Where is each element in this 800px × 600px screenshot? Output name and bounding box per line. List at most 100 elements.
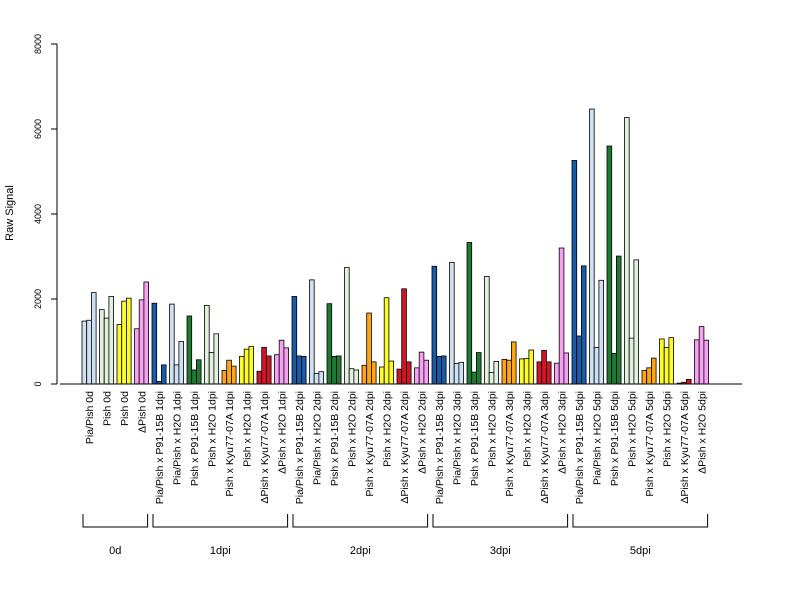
bar — [309, 279, 315, 385]
group-label: 0d — [109, 545, 121, 557]
bar — [169, 303, 175, 385]
x-tick-labels: Pia/Pish 0d Pish 0d Pish 0d ΔPish 0d Pia/Pis… — [84, 391, 709, 504]
bar — [265, 355, 272, 385]
x-tick-label: Pish x H2O 5dpi — [627, 391, 639, 467]
bar — [651, 357, 657, 385]
bar — [344, 267, 350, 385]
bar — [431, 265, 438, 385]
bar — [108, 296, 115, 385]
bar — [611, 352, 617, 385]
bar — [624, 117, 630, 385]
x-tick-label: Pish x H2O 2dpi — [382, 391, 394, 467]
x-tick-label: Pia/Pish x P91-15B 5dpi — [574, 391, 586, 504]
x-tick-label: ΔPish x Kyu77-07A 3dpi — [539, 391, 551, 504]
x-tick-label: Pish x Kyu77-07A 1dpi — [224, 391, 236, 497]
bar — [396, 368, 403, 385]
y-tick-label: 4000 — [33, 204, 43, 224]
bar — [318, 371, 324, 385]
bar — [126, 297, 132, 385]
bar — [283, 347, 289, 385]
bar — [616, 255, 622, 385]
bar — [576, 335, 582, 385]
bars — [81, 108, 710, 385]
bar — [143, 281, 149, 385]
x-tick-label: Pia/Pish 0d — [84, 391, 96, 444]
bar — [243, 348, 250, 385]
y-axis: 0 2000 4000 6000 8000 — [33, 34, 58, 387]
bar — [581, 265, 587, 385]
x-tick-label: Pish x H2O 1dpi — [207, 391, 219, 467]
x-tick-label: ΔPish x H2O 5dpi — [697, 391, 709, 474]
bar — [558, 247, 565, 385]
bar — [291, 296, 298, 385]
bar — [401, 288, 407, 385]
bar — [116, 324, 123, 385]
x-tick-label: Pish x P91-15B 1dpi — [189, 391, 201, 486]
group-bracket — [572, 514, 709, 528]
x-tick-label: Pish x H2O 1dpi — [242, 391, 254, 467]
bar — [348, 368, 355, 385]
bar — [536, 361, 543, 385]
bar — [191, 369, 197, 385]
bar — [506, 359, 512, 385]
x-tick-label: ΔPish x Kyu77-07A 1dpi — [259, 391, 271, 504]
bar — [493, 361, 499, 385]
bar — [440, 355, 447, 385]
bar — [379, 366, 385, 385]
bar — [335, 355, 342, 385]
bar — [388, 360, 394, 385]
bar — [418, 351, 425, 385]
bar — [646, 367, 652, 385]
bar — [173, 364, 180, 385]
x-tick-label: ΔPish 0d — [137, 391, 149, 433]
bar — [528, 349, 535, 385]
y-tick-label: 0 — [33, 381, 43, 386]
bar — [414, 367, 420, 385]
group-label: 5dpi — [630, 545, 651, 557]
bar — [278, 339, 285, 385]
x-tick-label: Pish x H2O 5dpi — [662, 391, 674, 467]
bar — [471, 371, 477, 385]
x-tick-label: Pish x Kyu77-07A 5dpi — [644, 391, 656, 497]
bar — [659, 338, 665, 385]
group-bracket — [152, 514, 289, 528]
bar — [571, 160, 578, 385]
bar — [366, 312, 372, 385]
group-bracket — [432, 514, 569, 528]
bar — [466, 242, 473, 385]
bar — [138, 299, 145, 385]
bar — [405, 361, 412, 385]
bar — [668, 337, 675, 385]
bar — [151, 302, 158, 385]
bar — [546, 361, 552, 385]
bar — [221, 369, 228, 385]
bar — [361, 364, 368, 385]
bar — [134, 328, 140, 385]
group-bracket — [82, 514, 149, 528]
bar — [195, 359, 202, 385]
bar — [484, 276, 490, 385]
bar — [698, 326, 705, 385]
x-tick-label: ΔPish x Kyu77-07A 5dpi — [679, 391, 691, 504]
bar — [239, 355, 245, 385]
bar — [91, 292, 97, 385]
x-tick-label: Pia/Pish x H2O 5dpi — [592, 391, 604, 485]
bar — [370, 361, 377, 385]
bar — [226, 359, 232, 385]
x-tick-label: Pia/Pish x H2O 3dpi — [452, 391, 464, 485]
x-tick-label: Pish 0d — [102, 391, 114, 426]
bar — [121, 300, 127, 385]
bar — [554, 362, 560, 385]
x-tick-label: Pish x Kyu77-07A 2dpi — [364, 391, 376, 497]
x-tick-label: Pish x H2O 3dpi — [522, 391, 534, 467]
x-tick-label: Pish x P91-15B 5dpi — [609, 391, 621, 486]
x-tick-label: Pia/Pish x P91-15B 2dpi — [294, 391, 306, 504]
bar — [523, 358, 530, 385]
group-bracket — [292, 514, 429, 528]
bar — [261, 347, 267, 385]
bar — [541, 350, 547, 385]
bar — [313, 372, 320, 385]
bar — [519, 358, 525, 385]
y-tick-label: 2000 — [33, 289, 43, 309]
